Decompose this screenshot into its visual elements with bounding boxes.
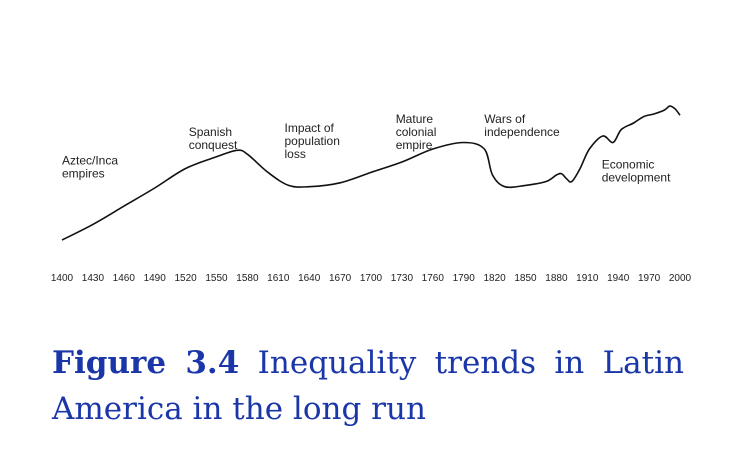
figure-label: Figure 3.4 bbox=[52, 345, 240, 381]
x-tick-label: 2000 bbox=[669, 273, 692, 284]
x-tick-label: 1760 bbox=[422, 273, 445, 284]
annotation-label: Wars of independence bbox=[484, 112, 560, 139]
x-tick-label: 1820 bbox=[483, 273, 506, 284]
series-line-0 bbox=[61, 105, 681, 241]
x-tick-label: 1520 bbox=[174, 273, 197, 284]
x-tick-label: 1640 bbox=[298, 273, 321, 284]
x-tick-label: 1880 bbox=[545, 273, 568, 284]
annotation-label: Aztec/Inca empires bbox=[62, 154, 118, 181]
x-tick-label: 1850 bbox=[514, 273, 537, 284]
x-tick-label: 1670 bbox=[329, 273, 352, 284]
line-chart: 1400 1430 1460 1490 1520 1550 1580 1610 1640 1670… bbox=[51, 105, 692, 284]
x-tick-label: 1970 bbox=[638, 273, 661, 284]
x-tick-label: 1400 bbox=[51, 273, 74, 284]
x-tick-label: 1940 bbox=[607, 273, 630, 284]
x-tick-label: 1610 bbox=[267, 273, 290, 284]
x-tick-label: 1790 bbox=[453, 273, 476, 284]
x-tick-label: 1580 bbox=[236, 273, 259, 284]
x-tick-label: 1550 bbox=[205, 273, 228, 284]
figure-caption: Figure 3.4 Inequality trends in Latin Am… bbox=[52, 340, 684, 432]
x-tick-label: 1910 bbox=[576, 273, 599, 284]
x-tick-label: 1490 bbox=[144, 273, 167, 284]
annotation-label: Spanish conquest bbox=[189, 125, 238, 152]
chart-area: 1400 1430 1460 1490 1520 1550 1580 1610 1640 1670… bbox=[51, 105, 692, 284]
x-tick-label: 1460 bbox=[113, 273, 136, 284]
x-tick-label: 1430 bbox=[82, 273, 105, 284]
figure-caption-text: Inequality trends in Latin America in th… bbox=[52, 345, 685, 427]
annotation-label: Economic development bbox=[602, 158, 671, 185]
annotation-label: Impact of population loss bbox=[285, 121, 340, 161]
x-tick-label: 1700 bbox=[360, 273, 383, 284]
x-tick-label: 1730 bbox=[391, 273, 414, 284]
annotation-label: Mature colonial empire bbox=[396, 112, 437, 152]
